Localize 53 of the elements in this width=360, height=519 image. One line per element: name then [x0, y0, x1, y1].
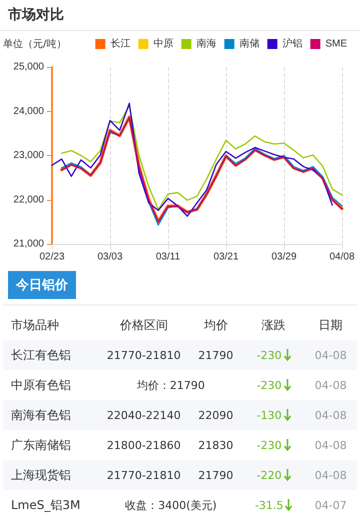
legend-label: SME [325, 38, 348, 50]
x-tick-label: 04/08 [329, 252, 355, 262]
text: -130 [256, 408, 282, 422]
text: 今日铝价 [8, 271, 76, 299]
x-tick-label: 03/21 [213, 252, 239, 262]
legend-label: 中原 [153, 38, 174, 50]
x-tick-label: 03/11 [156, 252, 181, 262]
text: 04-08 [314, 438, 347, 452]
text: -220 [256, 468, 282, 482]
y-tick-label: 24,000 [13, 106, 44, 117]
category-label: 广东南储铝 [11, 438, 71, 452]
text: 04-08 [314, 378, 347, 392]
category-label: 上海现货铝 [11, 468, 71, 482]
category-label: 市场品种 [10, 316, 60, 334]
legend-label: 长江 [110, 38, 130, 50]
text: 均价：21790 [136, 378, 205, 392]
text: 21790 [198, 468, 234, 482]
y-tick-label: 25,000 [13, 62, 44, 72]
text: -230 [256, 438, 282, 452]
category-label: 均价 [202, 316, 229, 334]
legend-label: 南海 [196, 38, 216, 50]
y-tick-label: 22,000 [13, 194, 44, 206]
text: 21790 [198, 348, 234, 362]
text: 22040-22140 [106, 408, 181, 422]
category-label: 长江有色铝 [11, 348, 71, 362]
text: 04-08 [314, 408, 347, 422]
y-axis-title: 单位（元/吨） [3, 38, 66, 51]
text: -230 [256, 378, 282, 392]
text: 22090 [198, 408, 234, 422]
y-tick-label: 21,000 [13, 238, 44, 250]
text: 04-07 [314, 498, 347, 512]
text: 21770-21810 [106, 348, 181, 362]
text: 04-08 [314, 468, 347, 482]
category-label: 中原有色铝 [11, 378, 71, 392]
category-label: 涨跌 [260, 316, 287, 334]
text: 04-08 [314, 348, 347, 362]
text: 21830 [198, 438, 234, 452]
x-tick-label: 03/29 [271, 252, 297, 262]
category-label: 价格区间 [118, 316, 169, 334]
category-label: 南海有色铝 [11, 408, 71, 422]
category-label: LmeS_铝3M [11, 498, 80, 512]
text: 21800-21860 [106, 438, 181, 452]
y-tick-label: 23,000 [13, 150, 44, 161]
text: 收盘：3400(美元) [125, 498, 217, 512]
text: 21770-21810 [106, 468, 181, 482]
x-tick-label: 03/03 [97, 252, 123, 262]
x-tick-label: 02/23 [39, 252, 65, 262]
chart-title: 市场对比 [0, 0, 360, 31]
legend-label: 南储 [239, 38, 260, 50]
text: -230 [256, 348, 282, 362]
text: -31.5 [254, 498, 284, 512]
legend-label: 沪铝 [282, 38, 302, 50]
category-label: 日期 [318, 316, 344, 334]
